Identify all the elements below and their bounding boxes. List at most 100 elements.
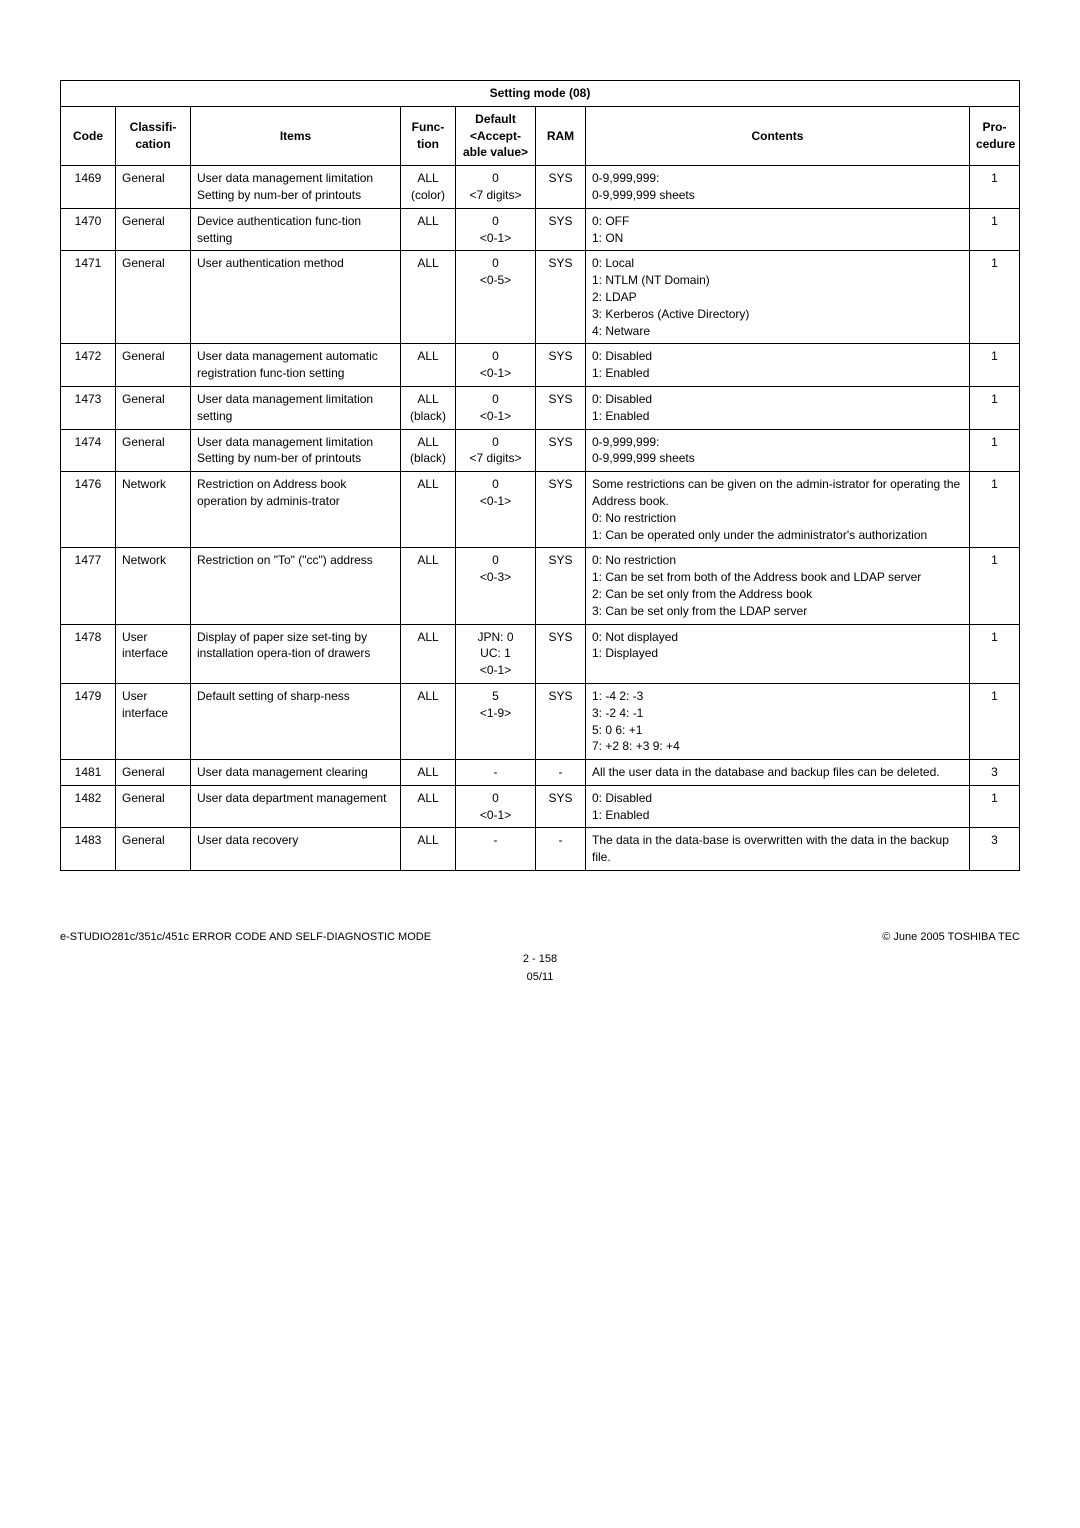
cell-func: ALL (color) [401, 166, 456, 209]
cell-ram: SYS [536, 624, 586, 683]
cell-code: 1470 [61, 208, 116, 251]
table-row: 1471GeneralUser authentication methodALL… [61, 251, 1020, 344]
cell-classif: User interface [116, 624, 191, 683]
cell-default: 0<0-3> [456, 548, 536, 624]
cell-ram: SYS [536, 251, 586, 344]
cell-proc: 3 [969, 828, 1019, 871]
cell-code: 1482 [61, 785, 116, 828]
cell-func: ALL (black) [401, 429, 456, 472]
cell-func: ALL [401, 251, 456, 344]
table-row: 1481GeneralUser data management clearing… [61, 760, 1020, 786]
cell-classif: General [116, 166, 191, 209]
cell-ram: SYS [536, 386, 586, 429]
cell-func: ALL [401, 785, 456, 828]
cell-default: 0<0-1> [456, 472, 536, 548]
cell-items: Restriction on "To" ("cc") address [191, 548, 401, 624]
cell-func: ALL (black) [401, 386, 456, 429]
cell-ram: SYS [536, 166, 586, 209]
cell-contents: 0-9,999,999:0-9,999,999 sheets [586, 429, 970, 472]
table-row: 1469GeneralUser data management limitati… [61, 166, 1020, 209]
cell-classif: General [116, 386, 191, 429]
cell-contents: 0: Disabled1: Enabled [586, 344, 970, 387]
cell-code: 1473 [61, 386, 116, 429]
cell-items: Default setting of sharp-ness [191, 683, 401, 759]
table-row: 1472GeneralUser data management automati… [61, 344, 1020, 387]
cell-contents: 0: Disabled1: Enabled [586, 785, 970, 828]
header-items: Items [191, 106, 401, 165]
cell-ram: - [536, 760, 586, 786]
cell-ram: - [536, 828, 586, 871]
cell-classif: General [116, 828, 191, 871]
cell-ram: SYS [536, 208, 586, 251]
cell-proc: 3 [969, 760, 1019, 786]
cell-proc: 1 [969, 683, 1019, 759]
header-ram: RAM [536, 106, 586, 165]
cell-classif: Network [116, 548, 191, 624]
header-proc: Pro-cedure [969, 106, 1019, 165]
header-default: Default <Accept-able value> [456, 106, 536, 165]
cell-classif: User interface [116, 683, 191, 759]
cell-ram: SYS [536, 472, 586, 548]
header-contents: Contents [586, 106, 970, 165]
cell-contents: 0: No restriction1: Can be set from both… [586, 548, 970, 624]
cell-code: 1472 [61, 344, 116, 387]
footer-right: © June 2005 TOSHIBA TEC [882, 931, 1020, 943]
cell-default: 0<7 digits> [456, 429, 536, 472]
cell-classif: General [116, 251, 191, 344]
cell-code: 1471 [61, 251, 116, 344]
cell-contents: 0: Local1: NTLM (NT Domain)2: LDAP3: Ker… [586, 251, 970, 344]
cell-func: ALL [401, 760, 456, 786]
cell-default: 0<0-1> [456, 208, 536, 251]
cell-ram: SYS [536, 785, 586, 828]
cell-contents: 1: -4 2: -33: -2 4: -15: 0 6: +17: +2 8:… [586, 683, 970, 759]
cell-classif: General [116, 785, 191, 828]
cell-classif: General [116, 760, 191, 786]
cell-code: 1483 [61, 828, 116, 871]
cell-code: 1474 [61, 429, 116, 472]
cell-proc: 1 [969, 386, 1019, 429]
footer: e-STUDIO281c/351c/451c ERROR CODE AND SE… [60, 931, 1020, 943]
cell-proc: 1 [969, 624, 1019, 683]
cell-proc: 1 [969, 785, 1019, 828]
footer-date: 05/11 [60, 971, 1020, 983]
table-row: 1476NetworkRestriction on Address book o… [61, 472, 1020, 548]
cell-classif: General [116, 429, 191, 472]
page-number: 2 - 158 [60, 953, 1020, 965]
cell-code: 1477 [61, 548, 116, 624]
cell-default: 0<0-1> [456, 785, 536, 828]
table-title: Setting mode (08) [61, 81, 1020, 107]
cell-ram: SYS [536, 344, 586, 387]
cell-contents: The data in the data-base is overwritten… [586, 828, 970, 871]
cell-proc: 1 [969, 208, 1019, 251]
cell-default: 0<0-1> [456, 386, 536, 429]
cell-func: ALL [401, 624, 456, 683]
table-row: 1474GeneralUser data management limitati… [61, 429, 1020, 472]
footer-left: e-STUDIO281c/351c/451c ERROR CODE AND SE… [60, 931, 431, 943]
cell-contents: 0: Not displayed1: Displayed [586, 624, 970, 683]
cell-contents: 0: OFF1: ON [586, 208, 970, 251]
cell-items: User data management automatic registrat… [191, 344, 401, 387]
table-row: 1470GeneralDevice authentication func-ti… [61, 208, 1020, 251]
cell-ram: SYS [536, 548, 586, 624]
cell-func: ALL [401, 548, 456, 624]
cell-code: 1478 [61, 624, 116, 683]
cell-proc: 1 [969, 472, 1019, 548]
cell-classif: General [116, 344, 191, 387]
cell-default: JPN: 0UC: 1<0-1> [456, 624, 536, 683]
header-func: Func-tion [401, 106, 456, 165]
cell-items: Device authentication func-tion setting [191, 208, 401, 251]
cell-ram: SYS [536, 429, 586, 472]
cell-proc: 1 [969, 251, 1019, 344]
header-classif: Classifi-cation [116, 106, 191, 165]
cell-items: User data recovery [191, 828, 401, 871]
header-code: Code [61, 106, 116, 165]
cell-items: User data management clearing [191, 760, 401, 786]
cell-contents: All the user data in the database and ba… [586, 760, 970, 786]
table-row: 1482GeneralUser data department manageme… [61, 785, 1020, 828]
cell-code: 1469 [61, 166, 116, 209]
cell-func: ALL [401, 344, 456, 387]
cell-code: 1479 [61, 683, 116, 759]
cell-code: 1481 [61, 760, 116, 786]
cell-items: Display of paper size set-ting by instal… [191, 624, 401, 683]
cell-func: ALL [401, 683, 456, 759]
